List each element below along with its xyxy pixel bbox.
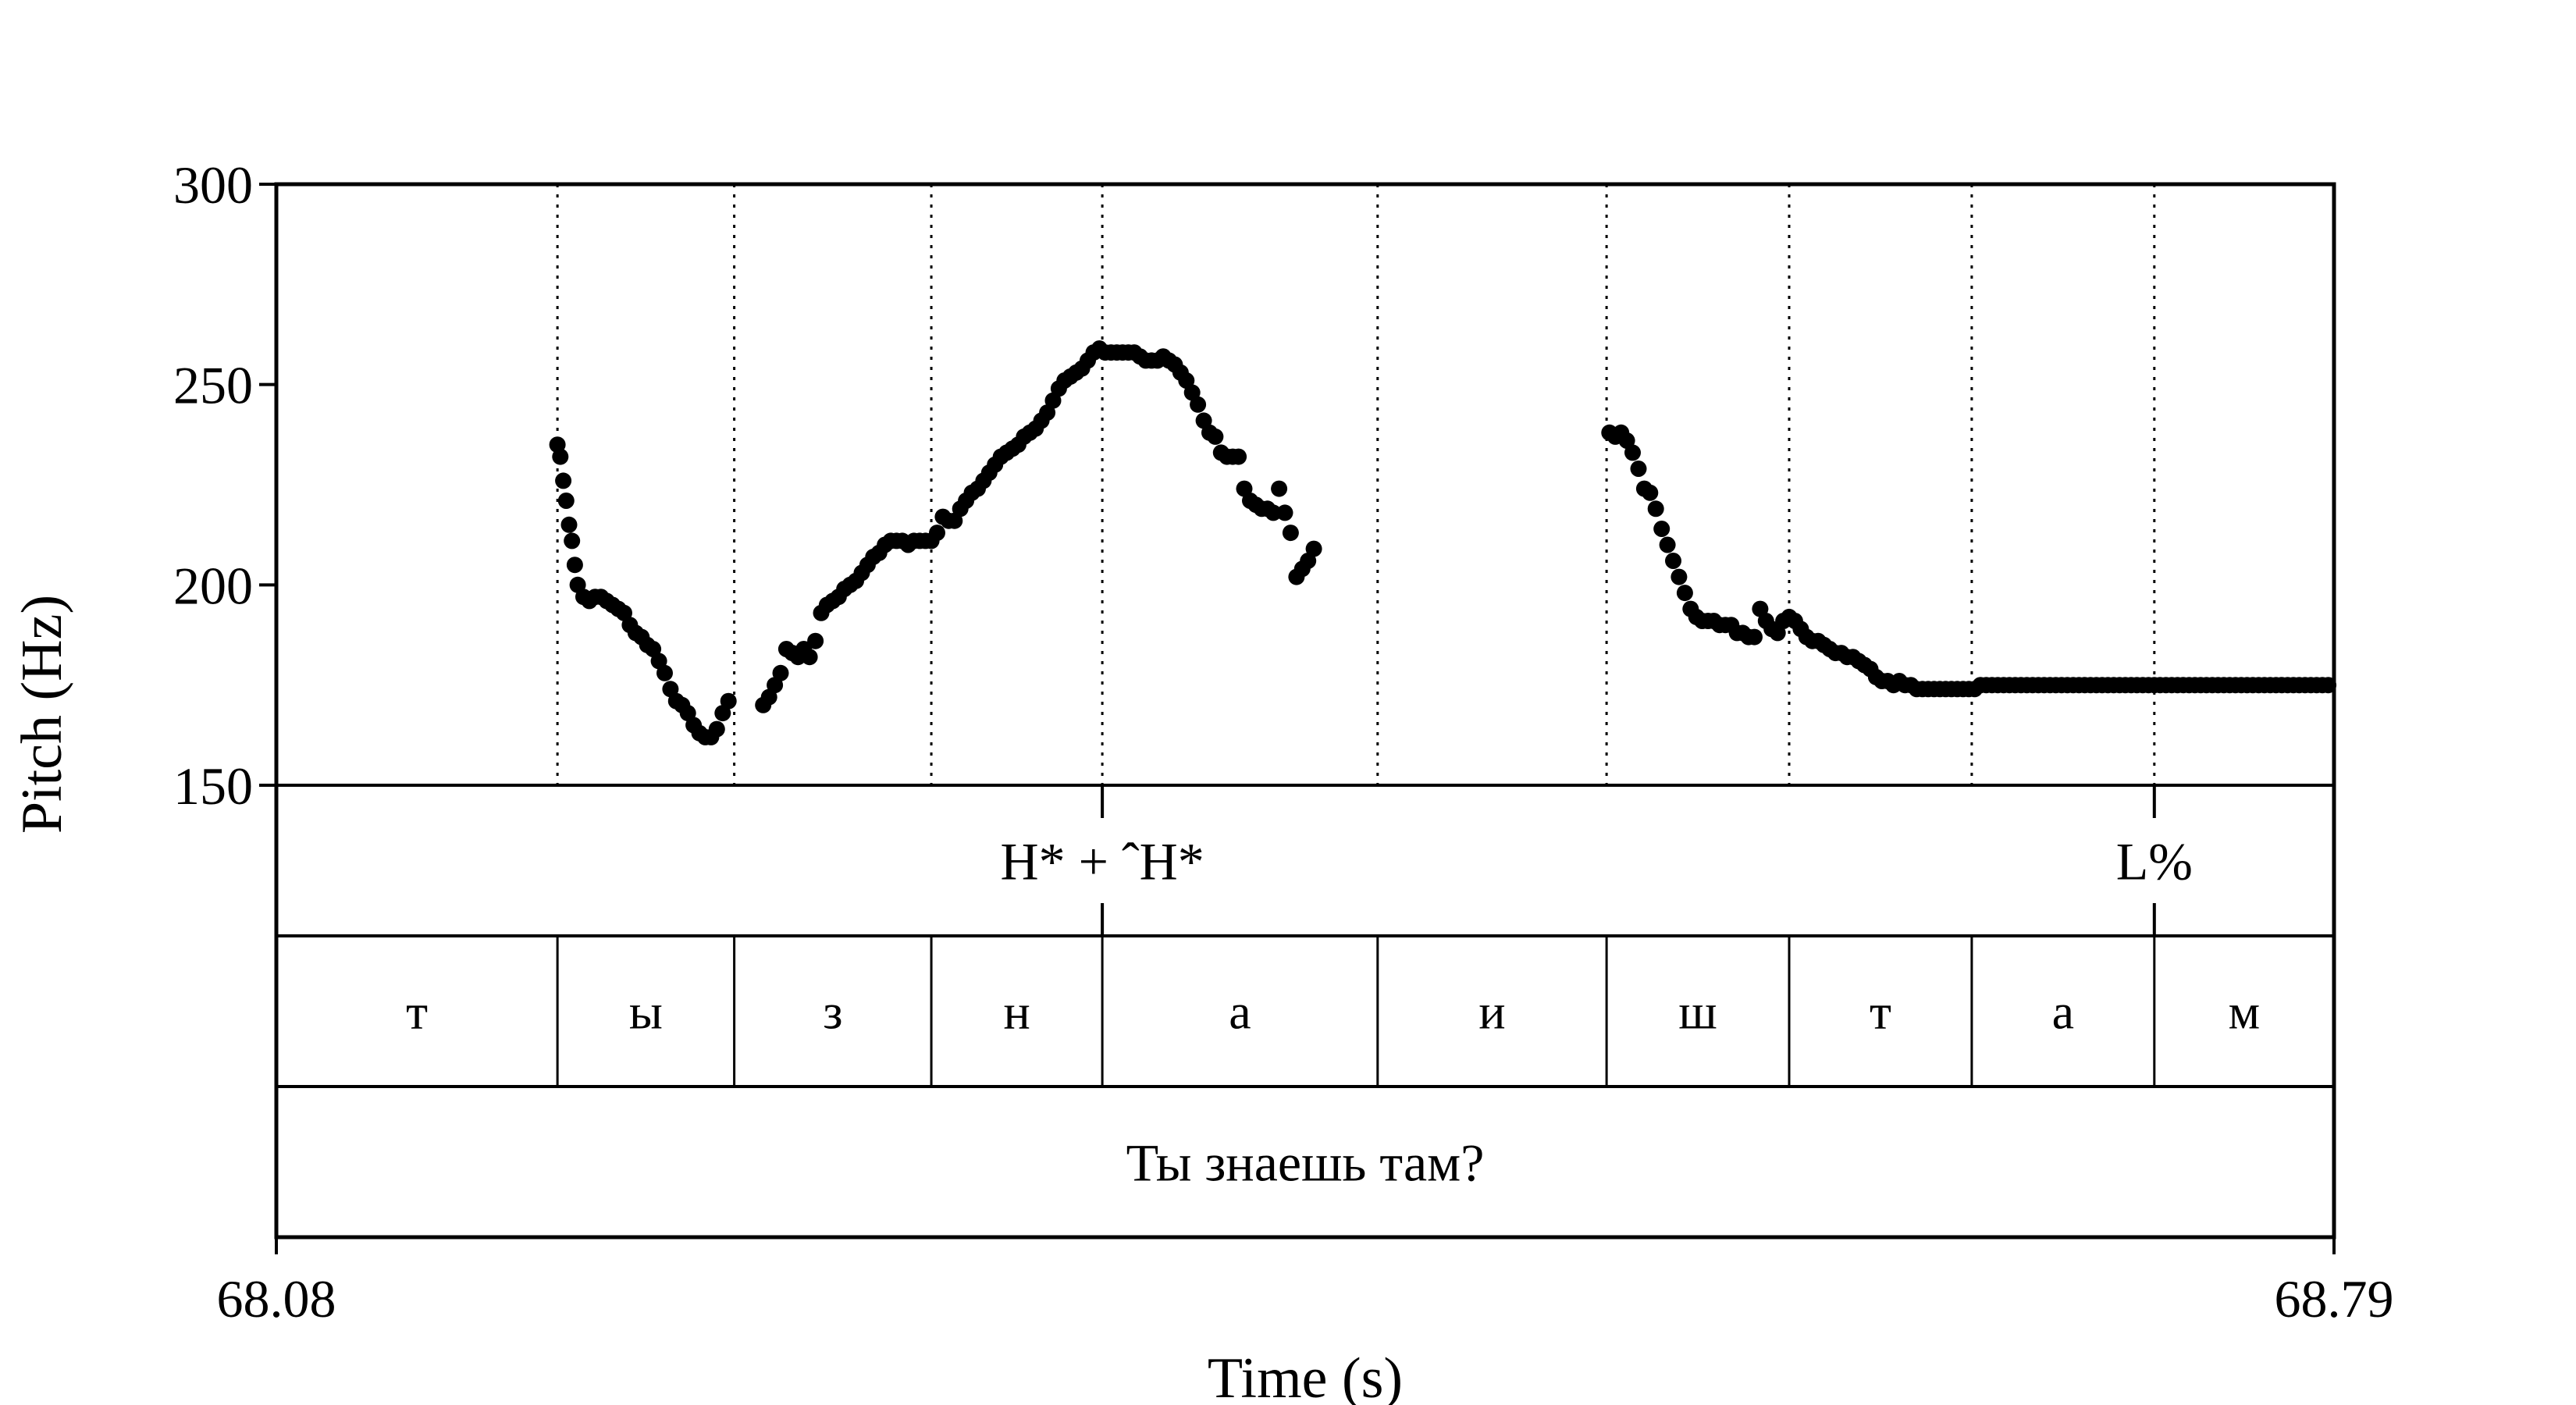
tier-frames	[274, 182, 2336, 1240]
phone-label: з	[823, 984, 842, 1040]
pitch-point	[1230, 448, 1247, 465]
pitch-point	[1207, 428, 1224, 445]
pitch-point	[1665, 553, 1681, 569]
pitch-point	[1642, 484, 1659, 501]
sentence-label: Ты знаешь там?	[1126, 1133, 1485, 1193]
pitch-point	[560, 516, 578, 533]
phone-label: м	[2229, 984, 2261, 1040]
y-tick-label: 200	[173, 556, 253, 615]
y-axis-title: Pitch (Hz)	[10, 595, 74, 834]
phone-label: ы	[629, 984, 663, 1040]
pitch-point	[1676, 585, 1693, 602]
pitch-point	[1653, 521, 1670, 537]
pitch-point	[772, 664, 789, 681]
axis-ticks: 150 200 250 300 68.08 68.79	[173, 155, 2394, 1329]
pitch-point	[1305, 540, 1322, 557]
x-tick-label: 68.08	[217, 1269, 336, 1329]
pitch-point	[555, 472, 572, 489]
pitch-points	[549, 340, 2337, 745]
phone-label: а	[1229, 984, 1251, 1040]
phone-label: т	[1870, 984, 1891, 1040]
pitch-point	[801, 649, 818, 666]
pitch-point	[557, 493, 575, 509]
phone-label: н	[1003, 984, 1030, 1040]
y-tick-label: 250	[173, 356, 253, 415]
boundary-lines	[556, 184, 2156, 1087]
pitch-point	[807, 632, 824, 649]
phone-label: а	[2052, 984, 2074, 1040]
pitch-point	[1670, 568, 1688, 585]
phone-label: т	[406, 984, 428, 1040]
y-tick-label: 300	[173, 155, 253, 215]
pitch-point	[564, 532, 581, 550]
x-tick-label: 68.79	[2275, 1269, 2394, 1329]
x-axis-title: Time (s)	[1208, 1346, 1403, 1405]
plot-frame	[274, 182, 2336, 1240]
pitch-point	[708, 720, 725, 738]
pitch-point	[1624, 444, 1641, 461]
pitch-point	[1271, 480, 1288, 497]
pitch-point	[1746, 628, 1763, 646]
tone-label: H* + ˆH*	[1001, 832, 1204, 891]
pitch-point	[1647, 500, 1664, 518]
pitch-point	[1630, 461, 1647, 477]
pitch-point	[656, 664, 673, 681]
pitch-point	[552, 448, 569, 465]
pitch-point	[720, 692, 737, 710]
pitch-point	[1265, 504, 1282, 521]
tier-labels: H* + ˆH* L% т ы з н а и ш т а м Ты знаешь там?	[406, 785, 2260, 1193]
pitch-point	[1276, 504, 1293, 521]
pitch-point	[929, 525, 945, 542]
pitch-point	[566, 557, 583, 574]
pitch-point	[1282, 525, 1299, 542]
y-tick-label: 150	[173, 756, 253, 816]
pitch-point	[1190, 396, 1207, 413]
phone-label: и	[1478, 984, 1505, 1040]
tone-label: L%	[2116, 832, 2193, 891]
pitch-point	[1659, 536, 1676, 553]
phone-label: ш	[1678, 984, 1717, 1040]
